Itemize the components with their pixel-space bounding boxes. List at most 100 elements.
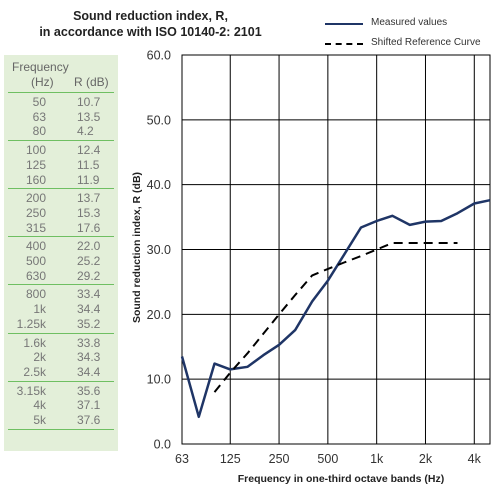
y-tick-label: 30.0 [147,243,171,257]
x-tick-label: 125 [220,452,241,466]
table-cell-frequency: 1.6k [23,335,46,350]
table-cell-r: 13.7 [77,191,101,206]
table-cell-r: 11.5 [77,157,100,172]
chart-legend: Measured values Shifted Reference Curve [325,14,495,50]
table-cell-frequency: 2k [33,350,46,365]
table-row: 4k 37.1 [4,398,118,412]
y-tick-label: 50.0 [147,113,171,127]
x-tick-label: 500 [317,452,338,466]
table-row: 315 17.6 [4,221,118,235]
table-cell-frequency: 4k [33,398,46,413]
table-row: 1.25k 35.2 [4,317,118,331]
table-cell-frequency: 2.5k [23,364,46,379]
table-cell-r: 33.4 [77,287,101,302]
table-cell-frequency: 1k [33,302,46,317]
table-cell-r: 35.6 [77,383,101,398]
table-row: 5k 37.6 [4,413,118,427]
table-cell-frequency: 800 [25,287,46,302]
x-tick-label: 63 [175,452,189,466]
table-cell-r: 15.3 [77,205,101,220]
table-header-r: R (dB) [74,75,109,89]
table-row: 2.5k 34.4 [4,365,118,379]
table-cell-frequency: 500 [25,254,46,268]
legend-swatch-reference [325,43,363,45]
table-cell-r: 11.9 [77,172,100,187]
table-cell-frequency: 630 [25,268,46,283]
table-cell-frequency: 100 [25,143,46,158]
table-cell-r: 17.6 [77,220,101,235]
table-cell-r: 25.2 [77,254,101,268]
table-row: 2k 34.3 [4,350,118,364]
table-cell-r: 35.2 [77,316,101,331]
table-row: 250 15.3 [4,206,118,220]
table-cell-r: 34.4 [77,364,101,379]
table-row: 1k 34.4 [4,302,118,316]
table-row: 200 13.7 [4,191,118,205]
table-cell-frequency: 80 [32,124,46,139]
table-separator [8,428,114,430]
table-cell-r: 22.0 [77,239,101,254]
table-cell-frequency: 5k [33,413,46,427]
table-row: 100 12.4 [4,143,118,157]
table-cell-r: 12.4 [77,143,101,158]
table-row: 160 11.9 [4,173,118,187]
table-cell-frequency: 160 [25,172,46,187]
x-tick-label: 4k [468,452,482,466]
x-tick-label: 1k [370,452,384,466]
table-separator [8,380,114,382]
series-line-measured [180,198,491,419]
y-tick-label: 20.0 [147,308,171,322]
table-cell-r: 29.2 [77,268,101,283]
table-row: 63 13.5 [4,110,118,124]
legend-item-measured: Measured values [325,16,495,30]
table-row: 125 11.5 [4,158,118,172]
table-cell-r: 34.3 [77,350,101,365]
legend-swatch-measured [325,23,363,25]
table-row: 800 33.4 [4,287,118,301]
table-cell-frequency: 3.15k [16,383,46,398]
table-cell-frequency: 315 [25,220,46,235]
y-tick-label: 0.0 [154,438,171,452]
frequency-table: Frequency (Hz) R (dB) 50 10.7 63 13.5 80 4.2 1… [4,55,118,451]
table-separator [8,332,114,334]
x-axis-label: Frequency in one-third octave bands (Hz) [238,473,445,485]
table-cell-r: 4.2 [77,124,94,139]
table-cell-r: 37.6 [77,413,101,427]
legend-label-measured: Measured values [371,17,448,28]
table-row: 50 10.7 [4,95,118,109]
table-cell-r: 10.7 [77,95,101,109]
table-cell-r: 33.8 [77,335,101,350]
table-cell-frequency: 400 [25,239,46,254]
table-cell-frequency: 50 [32,95,46,109]
legend-item-reference: Shifted Reference Curve [325,36,495,50]
table-row: 630 29.2 [4,269,118,283]
x-tick-label: 250 [269,452,290,466]
table-cell-frequency: 200 [25,191,46,206]
table-cell-r: 37.1 [77,398,101,413]
title-line-2: in accordance with ISO 10140-2: 2101 [39,25,262,39]
table-row: 80 4.2 [4,124,118,138]
table-separator [8,236,114,238]
y-tick-label: 40.0 [147,178,171,192]
table-row: 3.15k 35.6 [4,384,118,398]
table-separator [8,284,114,286]
y-axis-label: Sound reduction index, R (dB) [131,172,143,323]
table-cell-frequency: 250 [25,205,46,220]
table-cell-r: 34.4 [77,302,101,317]
y-tick-label: 60.0 [147,49,171,63]
table-row: 1.6k 33.8 [4,336,118,350]
series-line-reference [213,242,458,393]
table-cell-r: 13.5 [77,109,101,124]
table-cell-frequency: 125 [25,157,46,172]
table-separator [8,188,114,190]
table-header-hz: (Hz) [31,75,54,89]
table-header: Frequency (Hz) R (dB) [4,58,118,92]
table-cell-frequency: 63 [32,109,46,124]
table-separator [8,92,114,93]
y-tick-label: 10.0 [147,373,171,387]
table-separator [8,140,114,142]
legend-label-reference: Shifted Reference Curve [371,37,481,48]
table-row: 500 25.2 [4,254,118,268]
chart-title: Sound reduction index, R, in accordance … [18,8,283,40]
